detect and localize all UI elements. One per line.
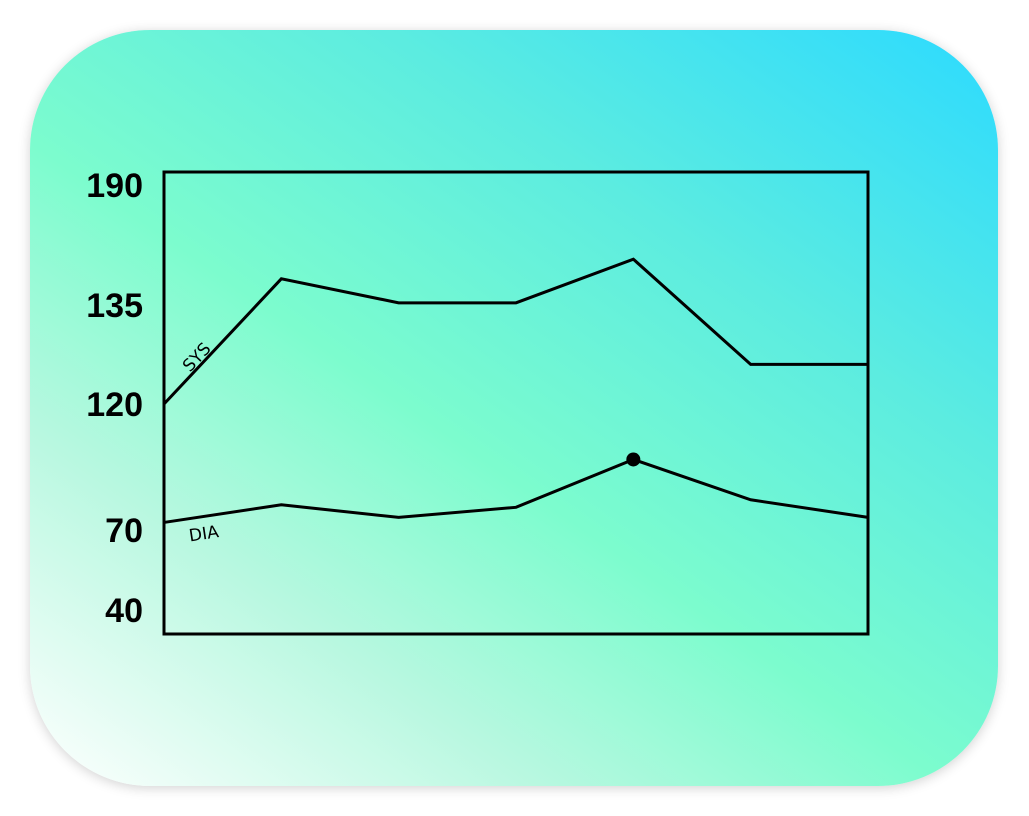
series-label-dia: DIA	[188, 522, 221, 546]
y-tick-label: 190	[86, 167, 143, 205]
series-label-sys: SYS	[179, 339, 215, 376]
highlight-markers	[626, 452, 641, 467]
series-line-dia	[163, 457, 869, 524]
series-line-sys	[162, 257, 868, 406]
chart-card	[30, 30, 998, 786]
y-tick-label: 120	[86, 386, 143, 424]
y-tick-label: 70	[105, 512, 143, 550]
highlight-point	[626, 452, 641, 467]
plot-frame	[162, 170, 870, 636]
y-axis-ticks: 190 135 120 70 40	[86, 167, 143, 630]
y-tick-label: 135	[86, 287, 143, 325]
series-lines	[162, 257, 869, 524]
y-tick-label: 40	[105, 592, 143, 630]
